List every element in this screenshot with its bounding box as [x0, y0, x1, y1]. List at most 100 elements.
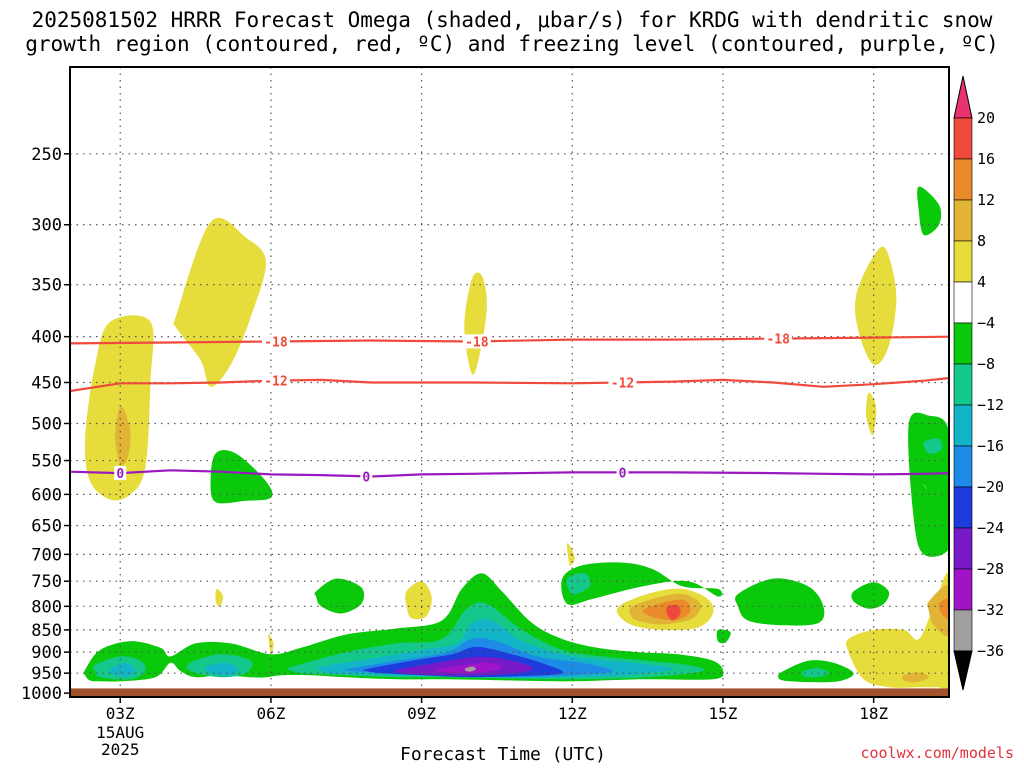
colorbar-label: 20 [977, 109, 995, 127]
contour-label-0: 0 [619, 466, 627, 481]
contour-label-bg [608, 375, 637, 390]
x-tick-label-15Z: 15Z [709, 704, 738, 723]
colorbar-segment [953, 158, 973, 201]
omega+12-16-region [938, 598, 949, 619]
contour-label--18: -18 [766, 333, 790, 348]
colorbar-label: −16 [977, 437, 1004, 455]
colorbar-segment [953, 322, 973, 365]
colorbar-top-arrow [953, 75, 973, 119]
terrain-band [70, 688, 949, 697]
colorbar-label: 8 [977, 232, 986, 250]
chart-title-line2: growth region (contoured, red, ºC) and f… [25, 32, 999, 56]
contour-label-bg [261, 373, 290, 388]
omega+4-8-region [171, 217, 266, 387]
colorbar-label: 12 [977, 191, 995, 209]
omega+8-12-region [927, 585, 949, 637]
contour-0 [70, 469, 949, 478]
colorbar-label: 4 [977, 273, 986, 291]
x-tick-label-18Z: 18Z [859, 704, 888, 723]
colorbar-label: −24 [977, 519, 1004, 537]
colorbar-label: −32 [977, 601, 1004, 619]
colorbar-segment [953, 609, 973, 652]
omega-4-8-region [561, 562, 723, 605]
y-tick-label-850: 850 [31, 621, 62, 641]
omega+4-8-region [464, 272, 487, 375]
omega-4-8-region [851, 582, 890, 609]
contour-label-bg [360, 469, 373, 484]
omega+4-8-region [215, 588, 224, 607]
contour--18 [70, 335, 949, 345]
y-tick-label-950: 950 [31, 664, 62, 684]
y-tick-label-350: 350 [31, 276, 62, 296]
y-tick-label-300: 300 [31, 216, 62, 236]
colorbar-label: −20 [977, 478, 1004, 496]
colorbar-segment [953, 486, 973, 529]
x-date-label: 2025 [101, 740, 140, 759]
y-tick-label-400: 400 [31, 328, 62, 348]
omega-4-8-region [917, 186, 942, 236]
colorbar-segment [953, 363, 973, 406]
x-axis-label: Forecast Time (UTC) [400, 744, 606, 765]
credit-link[interactable]: coolwx.com/models [860, 744, 1014, 762]
contour-label--18: -18 [264, 335, 288, 350]
contour-label-0: 0 [116, 467, 124, 482]
colorbar-segment [953, 568, 973, 611]
contour-label-bg [261, 334, 290, 349]
omega+4-8-region [84, 315, 154, 501]
y-tick-label-250: 250 [31, 145, 62, 165]
omega+4-8-region [268, 634, 274, 655]
omega-8-12-region [923, 438, 943, 454]
y-tick-label-1000: 1000 [21, 684, 62, 704]
contour-label-bg [616, 465, 629, 480]
y-tick-label-450: 450 [31, 373, 62, 393]
x-tick-label-03Z: 03Z [106, 704, 135, 723]
y-tick-label-650: 650 [31, 517, 62, 537]
contour-label--18: -18 [465, 335, 489, 350]
colorbar-label: −28 [977, 560, 1004, 578]
contour-label--12: -12 [264, 375, 287, 390]
omega+8-12-region [902, 672, 929, 683]
colorbar-label: 16 [977, 150, 995, 168]
colorbar-label: −4 [977, 314, 995, 332]
y-tick-label-600: 600 [31, 485, 62, 505]
colorbar-segment [953, 199, 973, 242]
omega+4-8-region [405, 581, 432, 620]
omega+8-12-region [115, 406, 131, 466]
contour-label--12: -12 [611, 376, 634, 391]
colorbar-segment [953, 240, 973, 283]
colorbar-segment [953, 117, 973, 160]
x-tick-label-09Z: 09Z [407, 704, 436, 723]
colorbar-bottom-arrow [953, 650, 973, 691]
x-tick-label-06Z: 06Z [256, 704, 285, 723]
chart-title-line1: 2025081502 HRRR Forecast Omega (shaded, … [31, 8, 993, 32]
y-tick-label-500: 500 [31, 414, 62, 434]
omega+4-8-region [846, 572, 949, 696]
colorbar-segment [953, 527, 973, 570]
omega+4-8-region [865, 392, 877, 436]
y-tick-label-800: 800 [31, 597, 62, 617]
colorbar-segment [953, 445, 973, 488]
colorbar-label: −8 [977, 355, 995, 373]
omega-4-8-region [314, 578, 365, 614]
x-tick-label-12Z: 12Z [558, 704, 587, 723]
y-tick-label-700: 700 [31, 545, 62, 565]
omega+16-20-region [666, 604, 681, 621]
colorbar-segment [953, 281, 973, 324]
omega-8-12-region [566, 573, 591, 595]
contour-label-0: 0 [362, 470, 370, 485]
omega-12-16-region [204, 662, 239, 676]
omega-8-12-region [801, 668, 829, 678]
colorbar-label: −36 [977, 642, 1004, 660]
contour-label-bg [462, 334, 491, 349]
omega-32-36-region [465, 666, 476, 672]
contour--12 [70, 377, 949, 393]
y-tick-label-550: 550 [31, 452, 62, 472]
colorbar-label: −12 [977, 396, 1004, 414]
x-date-label: 15AUG [96, 723, 144, 742]
omega-4-8-region [716, 629, 731, 644]
omega-4-8-region [735, 578, 825, 626]
colorbar-segment [953, 404, 973, 447]
omega-4-8-region [210, 449, 273, 504]
contour-label-bg [764, 331, 793, 346]
